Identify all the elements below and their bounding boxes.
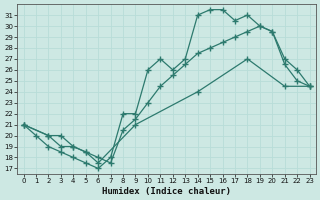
X-axis label: Humidex (Indice chaleur): Humidex (Indice chaleur) <box>102 187 231 196</box>
